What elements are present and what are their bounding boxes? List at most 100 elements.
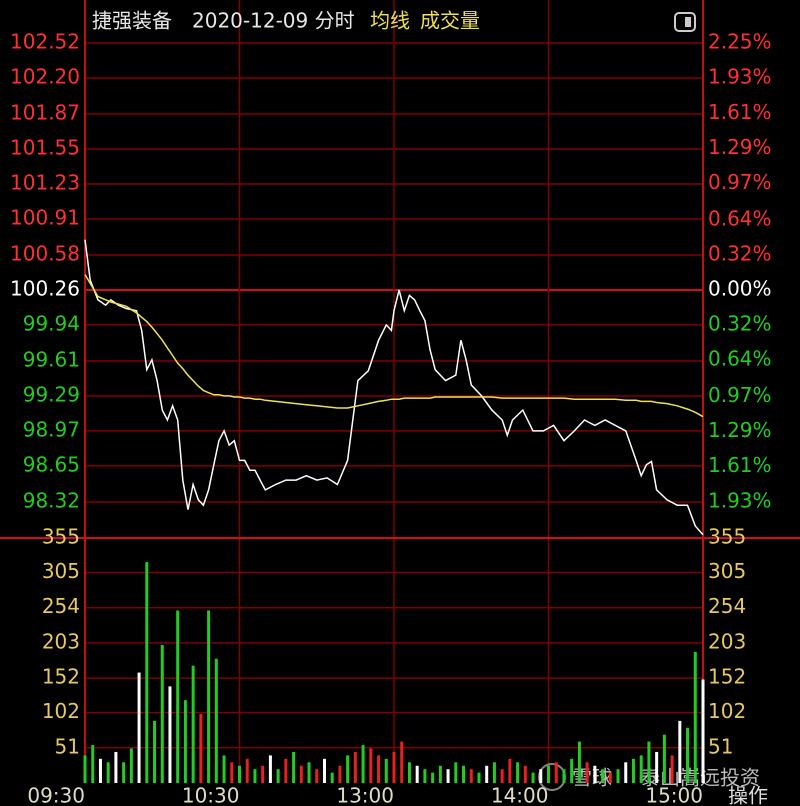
volume-bar [299,765,303,783]
volume-bar [292,751,296,783]
volume-bar [454,762,458,783]
volume-bar [222,755,226,783]
action-button[interactable]: 操作 [728,784,768,806]
y-tick-label: 99.94 [23,311,80,335]
y-tick-label: 254 [42,594,80,618]
volume-bar [114,751,118,783]
volume-bar [122,762,126,783]
volume-bar [639,755,643,783]
volume-bar [183,700,187,783]
volume-bar [369,748,373,783]
toggle-icon [685,17,691,27]
volume-bar [377,755,381,783]
x-tick-label: 13:00 [336,784,394,806]
volume-bar [191,665,195,783]
volume-bar [91,745,95,783]
volume-bar [137,672,141,783]
volume-bar [253,769,257,783]
volume-bar [322,758,326,783]
y-tick-label: 101.55 [10,135,80,159]
volume-bar [330,772,334,783]
volume-bar [284,758,288,783]
y2-tick-label: 0.64% [708,347,772,371]
y-tick-label: 101.23 [10,170,80,194]
volume-bar [245,758,249,783]
volume-bar [647,741,651,783]
volume-bar [686,727,690,783]
volume-bar [176,610,180,783]
volume-bar [431,772,435,783]
volume-bar [562,769,566,783]
volume-bar [268,755,272,783]
volume-bar [153,720,157,783]
volume-bar [477,772,481,783]
volume-bar [400,741,404,783]
toggle-button[interactable] [674,12,696,32]
y-tick-label: 100.26 [10,276,80,300]
y2-tick-label: 355 [708,525,746,549]
volume-bar [276,769,280,783]
x-tick-label: 15:00 [645,784,703,806]
volume-bar [531,772,535,783]
volume-bar [338,765,342,783]
volume-bar [106,762,110,783]
volume-bar [415,765,419,783]
volume-bar [423,769,427,783]
volume-bar [346,755,350,783]
volume-bar [701,679,705,783]
y-tick-label: 355 [42,525,80,549]
price-line [84,239,704,536]
x-tick-label: 10:30 [182,784,240,806]
y-tick-label: 98.32 [23,488,80,512]
y-tick-label: 98.65 [23,452,80,476]
y-tick-label: 102 [42,699,80,723]
volume-bar [168,686,172,783]
y2-tick-label: 102 [708,699,746,723]
y-tick-label: 203 [42,629,80,653]
y2-tick-label: 0.32% [708,241,772,265]
volume-bar [230,762,234,783]
volume-title: 成交量 [420,9,480,33]
volume-bar [516,762,520,783]
y2-tick-label: 0.32% [708,312,772,336]
volume-bar [261,765,265,783]
volume-bar [407,762,411,783]
volume-bar [315,769,319,783]
y2-tick-label: 254 [708,594,746,618]
watermark: 泰山嵩远投资 [640,766,760,790]
y2-tick-label: 1.93% [708,488,772,512]
volume-bar [624,762,628,783]
volume-bar [98,758,102,783]
y2-tick-label: 305 [708,559,746,583]
volume-bar [307,762,311,783]
volume-bar [446,769,450,783]
volume-bar [577,741,581,783]
volume-bar [207,610,211,783]
chart-subtitle: 2020-12-09 分时 [192,9,355,33]
y2-tick-label: 152 [708,665,746,689]
volume-bar [214,658,218,783]
volume-bar [631,758,635,783]
volume-bar [593,765,597,783]
volume-bar [585,762,589,783]
volume-bar [523,765,527,783]
volume-bar [616,769,620,783]
y-tick-label: 99.61 [23,347,80,371]
y-tick-label: 100.58 [10,241,80,265]
x-tick-label: 14:00 [491,784,549,806]
volume-bar [492,762,496,783]
volume-bar [129,748,133,783]
volume-bar [693,651,697,783]
volume-bar [485,765,489,783]
y2-tick-label: 0.97% [708,170,772,194]
volume-bar [662,734,666,783]
y-tick-label: 152 [42,665,80,689]
volume-bar [678,720,682,783]
y2-tick-label: 1.93% [708,65,772,89]
volume-bar [238,765,241,783]
volume-bar [539,769,543,783]
volume-bar [655,751,659,783]
volume-bar [508,758,512,783]
